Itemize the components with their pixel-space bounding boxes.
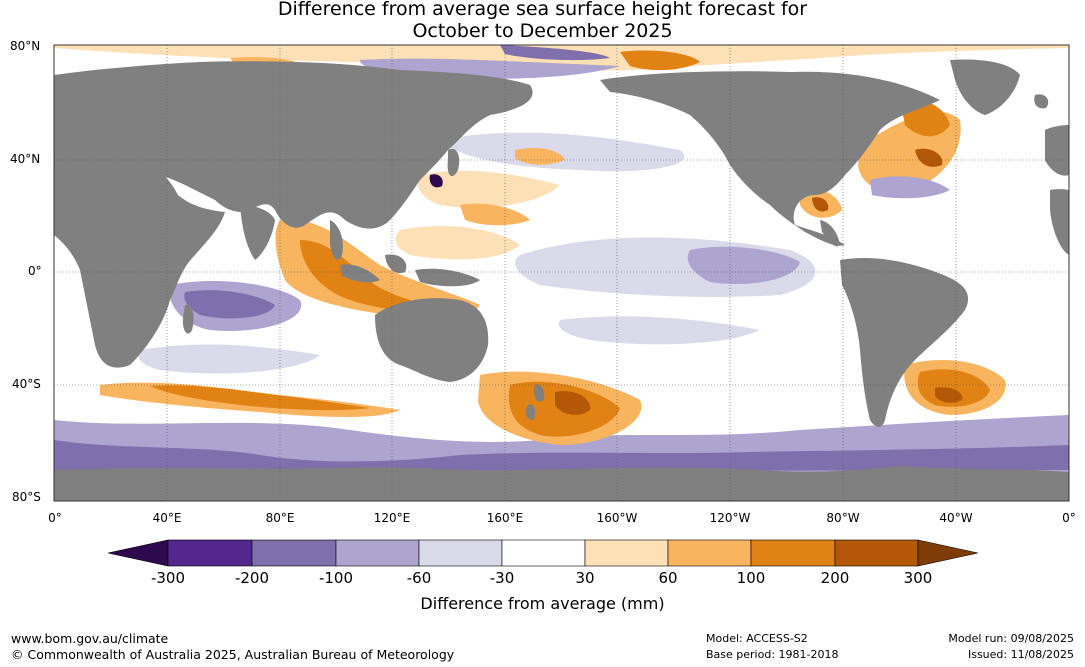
colorbar-tick-label: -30 <box>489 569 515 587</box>
colorbar <box>107 539 979 567</box>
colorbar-tick-label: 60 <box>658 569 678 587</box>
footer-model-run: Model run: 09/08/2025 <box>948 632 1074 645</box>
lon-label-80e: 80°E <box>265 511 295 525</box>
colorbar-tick-label: 100 <box>736 569 766 587</box>
lat-label-40n: 40°N <box>10 152 41 166</box>
lon-label-40w: 40°W <box>939 511 973 525</box>
colorbar-tick-label: -100 <box>318 569 354 587</box>
colorbar-low-arrow <box>107 539 169 567</box>
ocean-anomaly-patches <box>54 45 1069 480</box>
map-title-line1: Difference from average sea surface heig… <box>277 0 808 20</box>
lon-label-160w: 160°W <box>596 511 638 525</box>
lon-label-0-right: 0° <box>1062 511 1076 525</box>
map-frame <box>53 44 1070 502</box>
colorbar-high-arrow <box>917 539 979 567</box>
map-title-line2: October to December 2025 <box>412 20 673 42</box>
footer-model: Model: ACCESS-S2 <box>706 632 808 645</box>
footer-base-period: Base period: 1981-2018 <box>706 648 839 661</box>
lon-label-0-left: 0° <box>48 511 62 525</box>
lon-label-40e: 40°E <box>152 511 182 525</box>
footer-url: www.bom.gov.au/climate <box>11 631 169 646</box>
lat-label-80s: 80°S <box>12 490 41 504</box>
lon-label-120e: 120°E <box>373 511 411 525</box>
world-map <box>54 45 1069 501</box>
graticule <box>54 45 1069 501</box>
footer-issued: Issued: 11/08/2025 <box>967 648 1074 661</box>
lon-label-120w: 120°W <box>709 511 751 525</box>
colorbar-tick-label: -300 <box>150 569 186 587</box>
land-masses <box>54 59 1069 501</box>
colorbar-tick-label: 200 <box>820 569 850 587</box>
lon-label-80w: 80°W <box>826 511 860 525</box>
lat-label-equator: 0° <box>28 264 42 278</box>
colorbar-tick-label: 30 <box>575 569 595 587</box>
lat-label-40s: 40°S <box>12 377 41 391</box>
footer-copyright: © Commonwealth of Australia 2025, Austra… <box>11 647 455 662</box>
colorbar-tick-label: -200 <box>234 569 270 587</box>
colorbar-tick-label: -60 <box>406 569 432 587</box>
lon-label-160e: 160°E <box>486 511 524 525</box>
colorbar-tick-label: 300 <box>903 569 933 587</box>
colorbar-title: Difference from average (mm) <box>420 594 665 613</box>
lat-label-80n: 80°N <box>10 39 41 53</box>
